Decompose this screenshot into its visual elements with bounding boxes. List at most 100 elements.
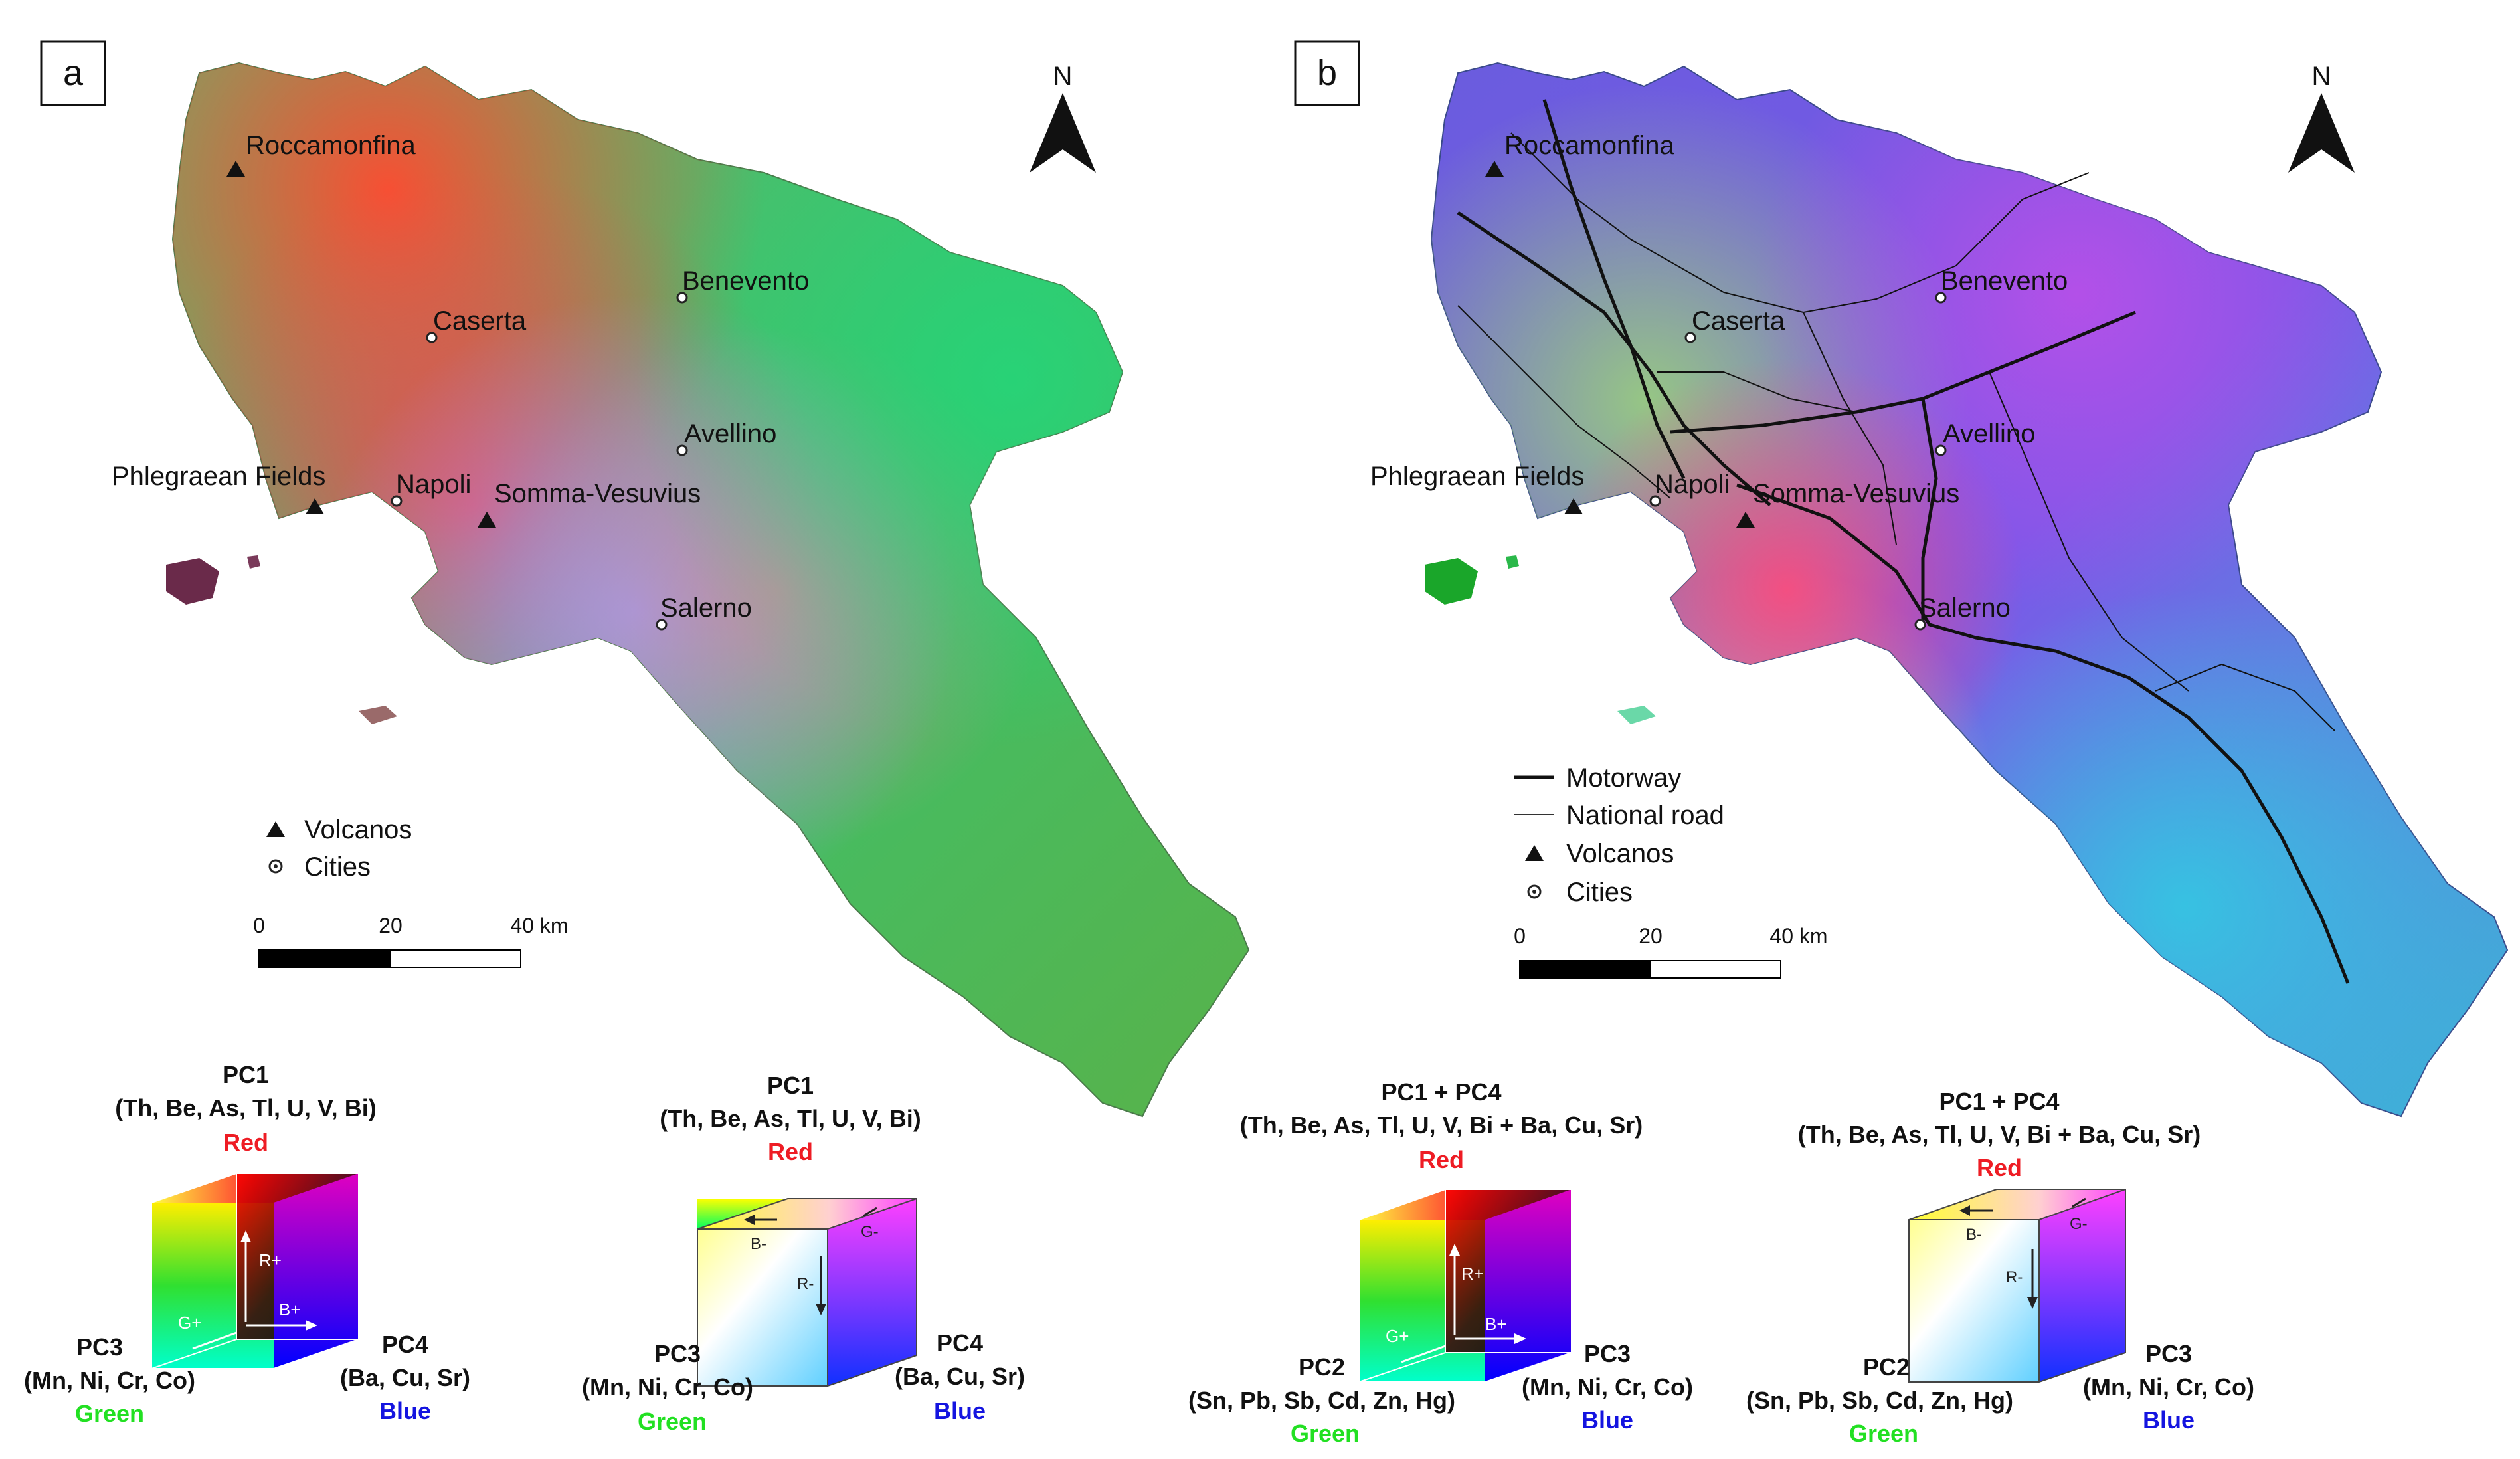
svg-text:Green: Green bbox=[638, 1408, 707, 1435]
legend-volcanos: Volcanos bbox=[304, 815, 412, 844]
svg-text:N: N bbox=[1053, 62, 1073, 91]
legend-national-road: National road bbox=[1566, 801, 1724, 830]
rgb-cube bbox=[697, 1198, 917, 1387]
svg-text:0: 0 bbox=[253, 914, 265, 937]
road-network bbox=[1457, 99, 2350, 984]
svg-text:N: N bbox=[2312, 62, 2331, 91]
island-ischia bbox=[166, 558, 219, 605]
svg-text:Green: Green bbox=[75, 1400, 144, 1427]
volcano-icon bbox=[1736, 512, 1755, 528]
city-icon bbox=[1914, 619, 1926, 631]
city-markers bbox=[391, 292, 688, 631]
label-vesuvius: Somma-Vesuvius bbox=[494, 479, 701, 508]
svg-text:(Mn, Ni, Cr, Co): (Mn, Ni, Cr, Co) bbox=[1522, 1373, 1693, 1401]
panel-b: b bbox=[1294, 40, 2509, 1118]
svg-text:(Sn, Pb, Sb, Cd, Zn, Hg): (Sn, Pb, Sb, Cd, Zn, Hg) bbox=[1746, 1387, 2013, 1414]
rgb-cube bbox=[1908, 1189, 2126, 1383]
label-roccamonfina: Roccamonfina bbox=[246, 131, 416, 160]
panel-letter-box bbox=[40, 40, 106, 106]
label-avellino: Avellino bbox=[1943, 419, 2035, 448]
legend-a: Volcanos Cities bbox=[266, 815, 412, 882]
svg-text:G-: G- bbox=[2070, 1215, 2088, 1233]
svg-text:Green: Green bbox=[1849, 1420, 1918, 1447]
svg-text:Blue: Blue bbox=[2143, 1407, 2195, 1434]
volcano-icon bbox=[478, 512, 496, 528]
volcano-markers bbox=[1485, 161, 1755, 528]
svg-text:(Th, Be, As, Tl, U, V, Bi): (Th, Be, As, Tl, U, V, Bi) bbox=[115, 1094, 376, 1121]
city-icon bbox=[426, 332, 438, 343]
svg-text:PC1 + PC4: PC1 + PC4 bbox=[1939, 1088, 2059, 1115]
svg-text:R-: R- bbox=[2006, 1268, 2023, 1286]
campania-map-b bbox=[1425, 62, 2509, 1118]
svg-text:0: 0 bbox=[1514, 924, 1526, 948]
svg-text:Green: Green bbox=[1291, 1420, 1360, 1447]
label-napoli: Napoli bbox=[1655, 470, 1730, 499]
volcano-icon bbox=[226, 161, 245, 177]
svg-text:PC3: PC3 bbox=[1584, 1340, 1631, 1367]
svg-text:PC2: PC2 bbox=[1863, 1353, 1910, 1381]
panel-letter: b bbox=[1317, 53, 1337, 93]
city-icon bbox=[1684, 332, 1696, 343]
color-cube-3: PC1 + PC4 (Th, Be, As, Tl, U, V, Bi + Ba… bbox=[1188, 1078, 1693, 1447]
national-road bbox=[1989, 371, 2189, 692]
motorway bbox=[1921, 398, 1938, 625]
island-procida bbox=[1506, 555, 1519, 569]
label-phlegraean: Phlegraean Fields bbox=[112, 462, 325, 491]
svg-text:B-: B- bbox=[1966, 1226, 1982, 1244]
svg-text:Red: Red bbox=[768, 1138, 813, 1165]
national-road bbox=[1803, 312, 1897, 545]
legend-cities: Cities bbox=[1566, 878, 1633, 907]
city-icon bbox=[676, 444, 688, 456]
national-road bbox=[1657, 371, 1857, 413]
svg-text:(Th, Be, As, Tl, U, V, Bi): (Th, Be, As, Tl, U, V, Bi) bbox=[660, 1105, 921, 1132]
svg-text:40 km: 40 km bbox=[510, 914, 568, 937]
svg-text:(Sn, Pb, Sb, Cd, Zn, Hg): (Sn, Pb, Sb, Cd, Zn, Hg) bbox=[1188, 1387, 1455, 1414]
label-avellino: Avellino bbox=[684, 419, 776, 448]
north-arrow: N bbox=[2288, 62, 2355, 173]
svg-text:(Th, Be, As, Tl, U, V, Bi + Ba: (Th, Be, As, Tl, U, V, Bi + Ba, Cu, Sr) bbox=[1240, 1112, 1643, 1139]
svg-text:G+: G+ bbox=[1386, 1326, 1409, 1346]
svg-text:20: 20 bbox=[1639, 924, 1663, 948]
panel-letter: a bbox=[63, 53, 84, 93]
city-icon bbox=[656, 619, 668, 631]
island-ischia bbox=[1425, 558, 1478, 605]
svg-text:R+: R+ bbox=[259, 1250, 282, 1270]
svg-text:PC4: PC4 bbox=[382, 1331, 428, 1358]
place-labels: Roccamonfina Caserta Benevento Avellino … bbox=[1370, 131, 2068, 623]
svg-text:G-: G- bbox=[861, 1223, 879, 1241]
svg-text:(Mn, Ni, Cr, Co): (Mn, Ni, Cr, Co) bbox=[582, 1373, 753, 1401]
national-road bbox=[1955, 172, 2090, 266]
legend-volcano-icon bbox=[1525, 845, 1544, 861]
label-phlegraean: Phlegraean Fields bbox=[1370, 462, 1584, 491]
svg-text:Blue: Blue bbox=[379, 1397, 431, 1424]
label-vesuvius: Somma-Vesuvius bbox=[1753, 479, 1959, 508]
svg-text:PC3: PC3 bbox=[76, 1333, 123, 1361]
city-icon bbox=[1649, 495, 1661, 507]
panel-a: a N bbox=[40, 40, 1250, 1118]
national-road bbox=[2155, 663, 2335, 731]
label-benevento: Benevento bbox=[682, 266, 809, 296]
volcano-markers bbox=[226, 161, 496, 528]
label-benevento: Benevento bbox=[1941, 266, 2068, 296]
city-markers bbox=[1649, 292, 1947, 631]
motorway bbox=[1457, 211, 1771, 506]
label-roccamonfina: Roccamonfina bbox=[1504, 131, 1674, 160]
svg-text:Red: Red bbox=[1419, 1146, 1464, 1173]
volcano-icon bbox=[1564, 498, 1583, 514]
place-labels: Roccamonfina Caserta Benevento Avellino … bbox=[112, 131, 809, 623]
svg-text:PC1 + PC4: PC1 + PC4 bbox=[1381, 1078, 1501, 1106]
legend-cities: Cities bbox=[304, 852, 371, 882]
svg-text:PC1: PC1 bbox=[767, 1072, 814, 1099]
label-salerno: Salerno bbox=[660, 593, 752, 623]
national-road bbox=[1510, 132, 1957, 314]
svg-text:Red: Red bbox=[1977, 1154, 2022, 1181]
scale-bar-b: 0 20 40 km bbox=[1514, 924, 1828, 979]
legend-b: Motorway National road Volcanos Cities bbox=[1514, 763, 1724, 907]
svg-text:(Mn, Ni, Cr, Co): (Mn, Ni, Cr, Co) bbox=[24, 1367, 195, 1394]
svg-text:PC1: PC1 bbox=[223, 1061, 269, 1088]
svg-text:B+: B+ bbox=[279, 1300, 301, 1319]
motorway bbox=[1542, 99, 1686, 480]
svg-text:(Mn, Ni, Cr, Co): (Mn, Ni, Cr, Co) bbox=[2083, 1373, 2254, 1401]
svg-text:Red: Red bbox=[223, 1129, 268, 1156]
